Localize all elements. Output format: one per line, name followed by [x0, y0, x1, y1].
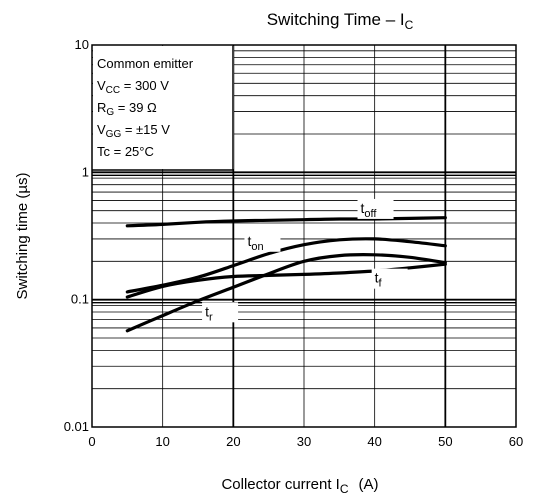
- series-labels: toff ton tf tr: [202, 198, 408, 323]
- condition-vcc: VCC = 300 V: [97, 78, 169, 96]
- series-label-tf: tf: [375, 270, 383, 290]
- plot-frame: [91, 44, 517, 428]
- x-tick-label: 50: [438, 434, 452, 449]
- series-label-bg: [357, 198, 394, 219]
- series-line-toff: [125, 216, 447, 228]
- condition-mode: Common emitter: [97, 56, 194, 71]
- y-tick-label: 10: [75, 37, 89, 52]
- condition-vgg: VGG = ±15 V: [97, 122, 170, 140]
- y-tick-label: 0.1: [71, 292, 89, 307]
- series-line-tr: [125, 253, 447, 333]
- x-tick-label: 20: [226, 434, 240, 449]
- series-label-bg: [202, 302, 239, 323]
- series-label-ton: ton: [247, 233, 263, 253]
- x-tick-label: 10: [155, 434, 169, 449]
- tick-labels: 0 10 20 30 40 50 60 0.01 0.1 1 10: [64, 37, 524, 449]
- x-axis-label: Collector current IC (A): [221, 476, 378, 496]
- series-label-toff: toff: [361, 200, 378, 220]
- conditions-box: Common emitter VCC = 300 V RG = 39 Ω VGG…: [92, 46, 234, 171]
- series-label-bg: [371, 268, 408, 289]
- series-label-tr: tr: [205, 303, 213, 323]
- chart-title: Switching Time – IC: [267, 10, 414, 32]
- x-tick-label: 60: [509, 434, 523, 449]
- x-tick-label: 40: [367, 434, 381, 449]
- condition-tc: Tc = 25°C: [97, 144, 154, 159]
- x-tick-label: 30: [297, 434, 311, 449]
- condition-rg: RG = 39 Ω: [97, 100, 157, 118]
- grid: [92, 45, 516, 427]
- x-tick-label: 0: [88, 434, 95, 449]
- series-label-bg: [244, 231, 281, 252]
- y-tick-label: 1: [82, 164, 89, 179]
- y-axis-label: Switching time (µs): [14, 172, 31, 299]
- conditions-box-bg: [93, 46, 234, 169]
- y-tick-label: 0.01: [64, 419, 89, 434]
